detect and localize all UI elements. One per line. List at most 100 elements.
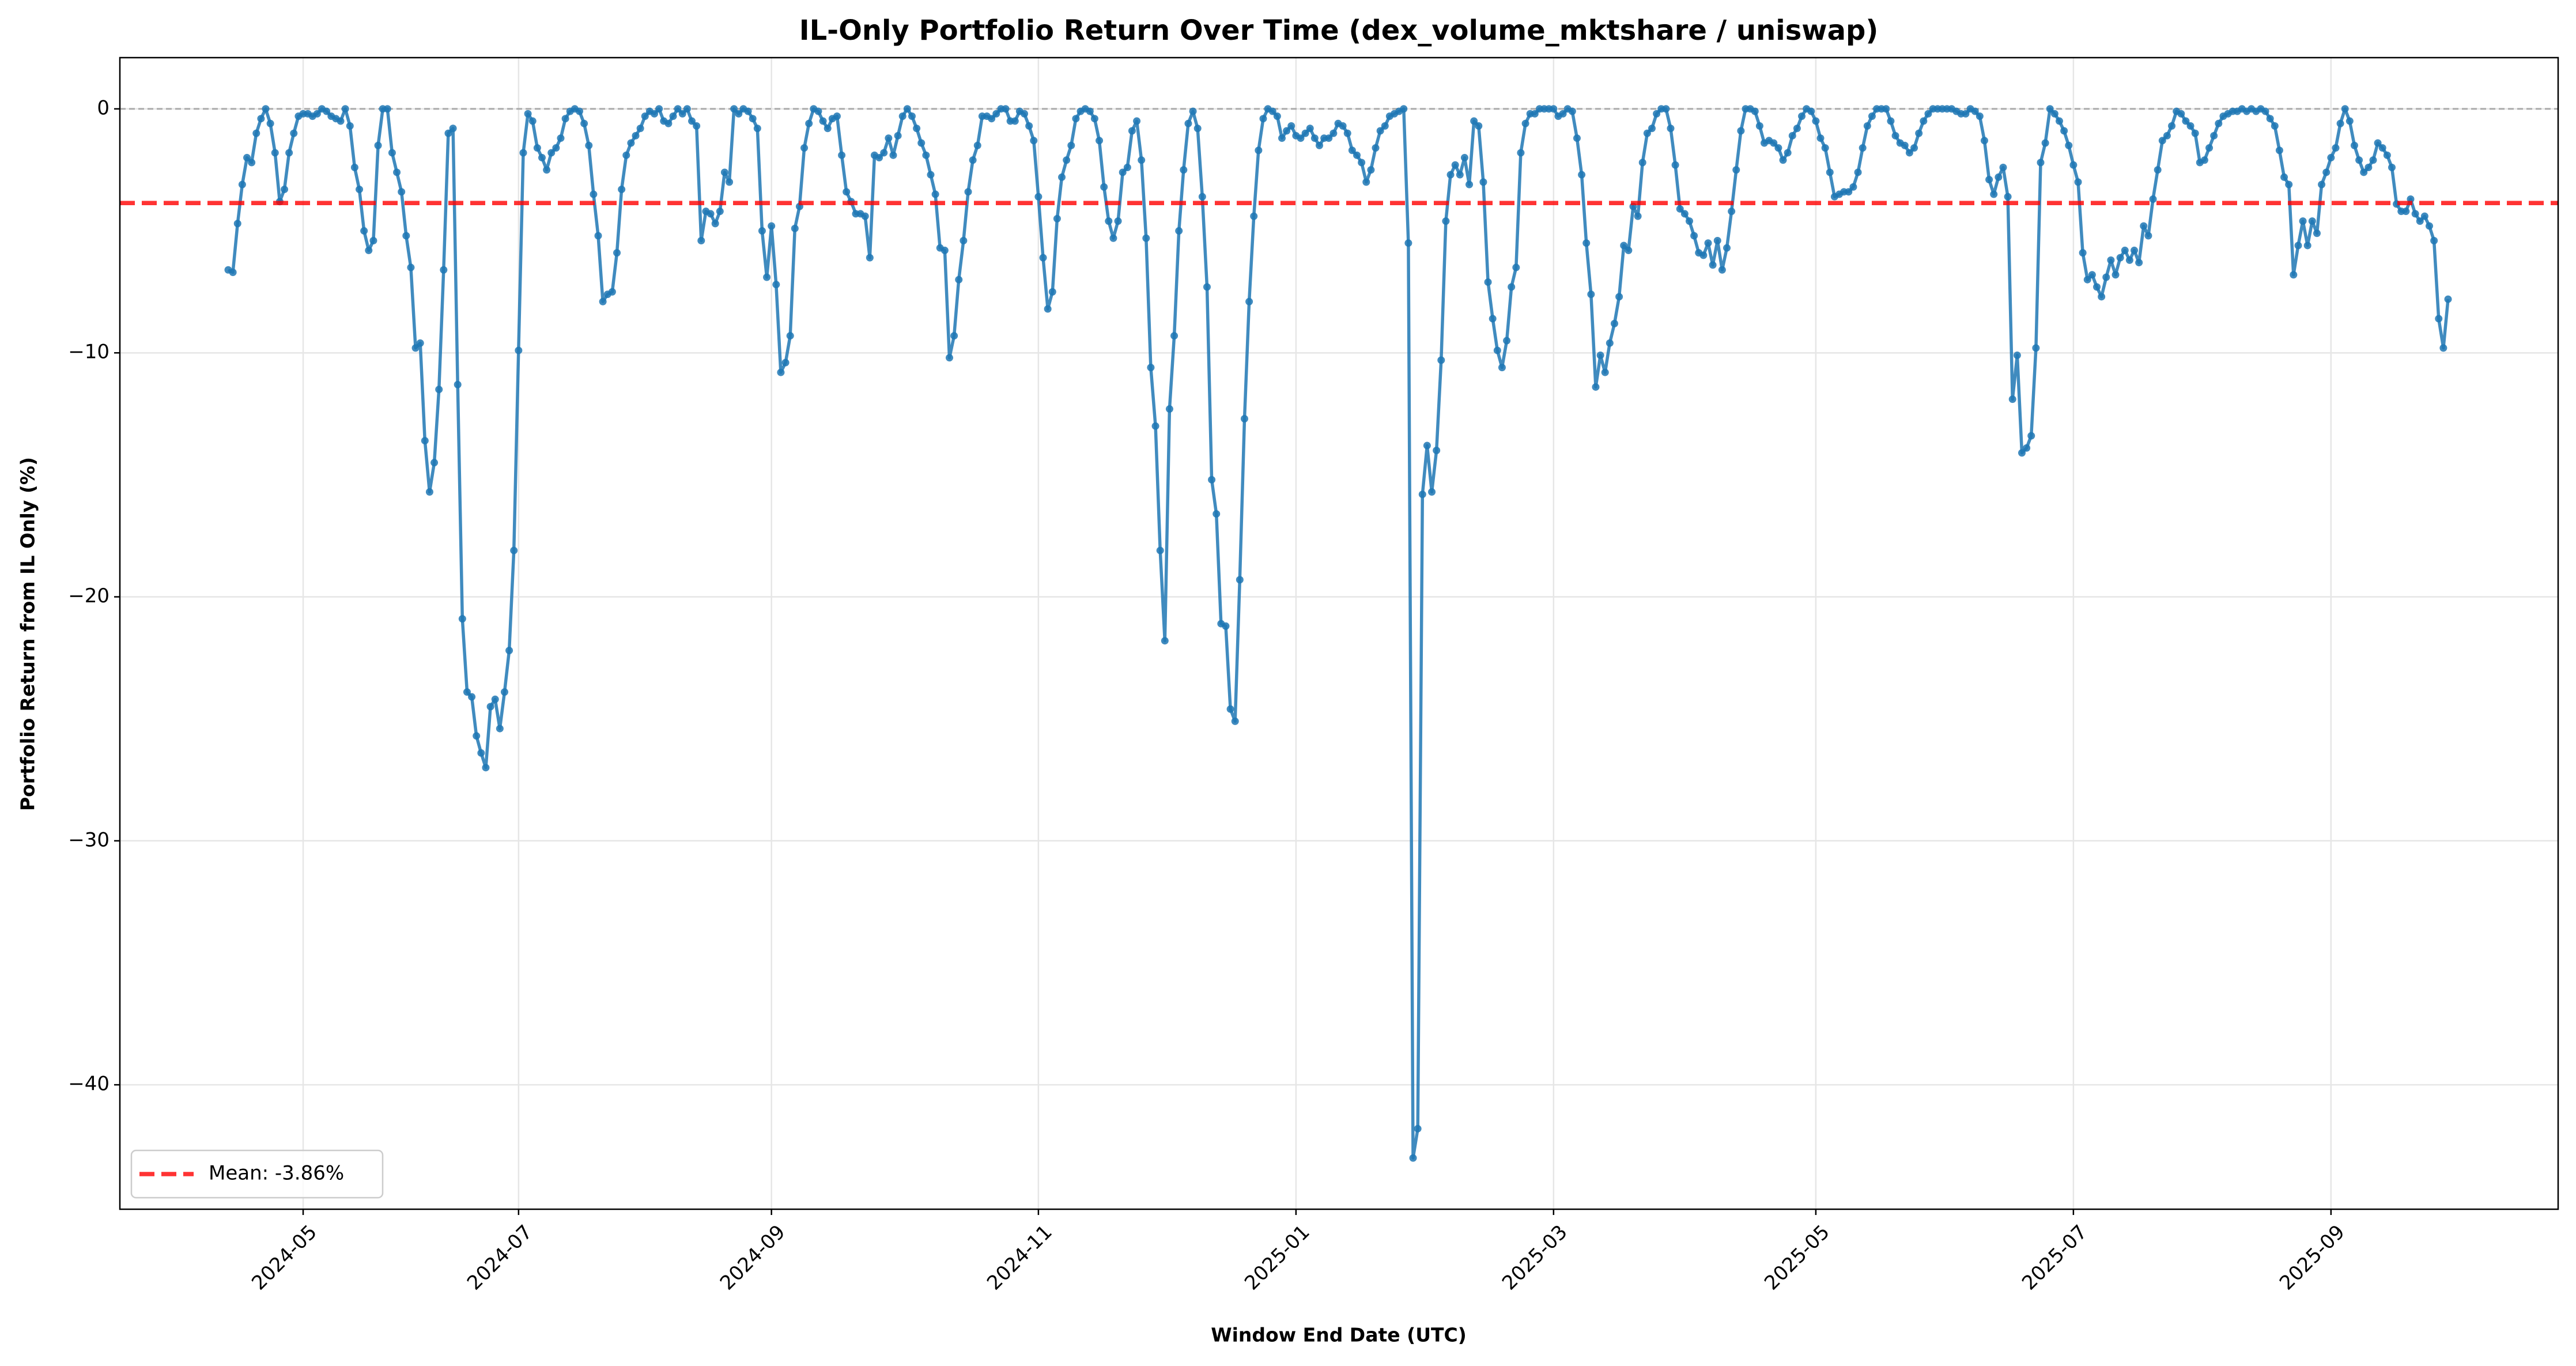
point xyxy=(505,647,513,655)
point xyxy=(2416,217,2424,225)
point xyxy=(1713,236,1721,244)
point xyxy=(669,112,677,120)
point xyxy=(969,156,977,164)
point xyxy=(1002,105,1010,113)
point xyxy=(1685,217,1693,225)
point xyxy=(1414,1125,1422,1133)
point xyxy=(1653,110,1661,118)
point xyxy=(341,105,349,113)
point xyxy=(1845,188,1853,196)
point xyxy=(1690,232,1698,240)
point xyxy=(1662,105,1670,113)
point xyxy=(1245,297,1253,305)
point xyxy=(1868,112,1876,120)
point xyxy=(1498,364,1506,372)
point xyxy=(1268,107,1276,115)
point xyxy=(599,297,607,305)
point xyxy=(590,190,598,198)
point xyxy=(613,249,621,257)
point xyxy=(2402,207,2410,216)
point xyxy=(2355,156,2363,164)
point xyxy=(2411,210,2419,218)
point xyxy=(1105,217,1113,225)
point xyxy=(1329,129,1338,137)
point xyxy=(262,105,270,113)
point xyxy=(1213,510,1221,518)
point xyxy=(1980,137,1988,145)
point xyxy=(2191,129,2199,137)
point xyxy=(2102,273,2110,281)
point xyxy=(2018,449,2026,457)
point xyxy=(1400,105,1408,113)
point xyxy=(2266,115,2274,123)
point xyxy=(707,210,715,218)
point xyxy=(2098,293,2106,301)
point xyxy=(2055,117,2063,125)
point xyxy=(2065,141,2073,149)
x-axis-label: Window End Date (UTC) xyxy=(1211,1324,1467,1346)
point xyxy=(889,151,897,159)
point xyxy=(2107,256,2115,264)
point xyxy=(402,232,410,240)
point xyxy=(2032,344,2040,352)
point xyxy=(960,236,968,244)
point xyxy=(1423,442,1431,450)
point xyxy=(1034,193,1043,201)
point xyxy=(1255,146,1263,154)
point xyxy=(674,105,682,113)
point xyxy=(1301,129,1309,137)
point xyxy=(1924,110,1932,118)
point xyxy=(1376,127,1384,135)
point xyxy=(1816,134,1825,142)
point xyxy=(1180,166,1188,174)
point xyxy=(2365,163,2373,171)
point xyxy=(1100,183,1108,191)
point xyxy=(1193,124,1202,133)
point xyxy=(1442,217,1450,225)
point xyxy=(1985,176,1993,184)
point xyxy=(683,105,691,113)
point xyxy=(2200,156,2208,164)
point xyxy=(1451,161,1459,169)
point xyxy=(1198,193,1206,201)
point xyxy=(1550,105,1558,113)
point xyxy=(454,380,462,388)
point xyxy=(2285,180,2293,188)
y-axis-label: Portfolio Return from IL Only (%) xyxy=(17,457,39,811)
point xyxy=(440,266,448,274)
point xyxy=(697,236,705,244)
point xyxy=(1667,124,1675,133)
point xyxy=(388,149,396,157)
point xyxy=(627,139,635,147)
point xyxy=(543,166,551,174)
point xyxy=(1030,137,1038,145)
point xyxy=(1315,141,1323,149)
point xyxy=(1025,122,1033,130)
point xyxy=(744,107,752,115)
point xyxy=(430,459,439,467)
point xyxy=(1189,107,1197,115)
point xyxy=(2008,395,2016,403)
point xyxy=(1976,112,1984,120)
point xyxy=(2060,127,2068,135)
point xyxy=(763,273,771,281)
point xyxy=(618,186,626,194)
point xyxy=(688,117,696,125)
point xyxy=(955,276,963,284)
point xyxy=(1119,168,1127,176)
point xyxy=(2210,131,2218,139)
point xyxy=(2069,161,2078,169)
point xyxy=(1620,241,1628,250)
point xyxy=(1680,210,1689,218)
point xyxy=(2308,217,2316,225)
point xyxy=(313,110,321,118)
point xyxy=(2378,144,2386,152)
point xyxy=(2350,141,2358,149)
point xyxy=(1063,156,1071,164)
point xyxy=(1283,127,1291,135)
point xyxy=(1774,144,1782,152)
point xyxy=(477,749,485,757)
point xyxy=(2425,222,2433,230)
point xyxy=(2149,195,2157,203)
point xyxy=(1770,139,1778,147)
